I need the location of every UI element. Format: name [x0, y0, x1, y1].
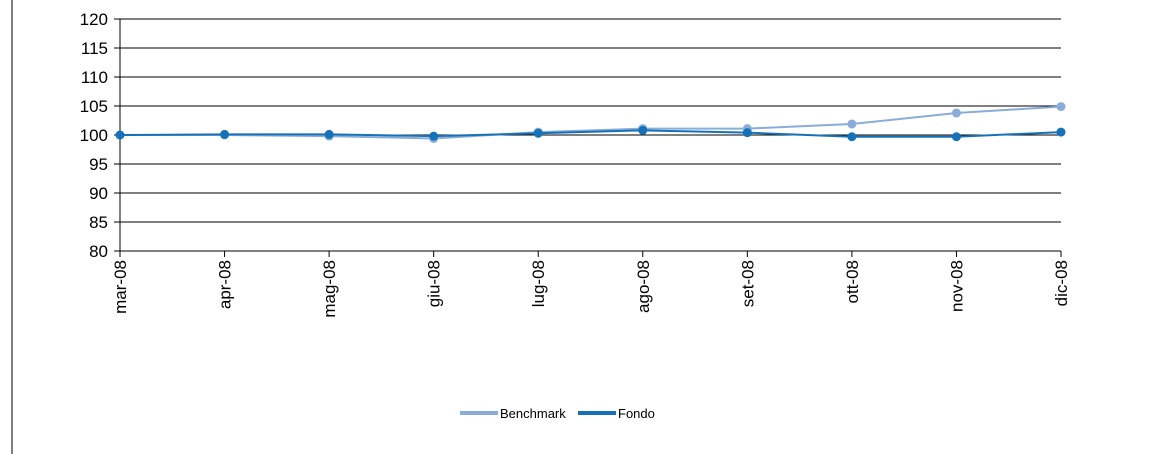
y-tick-label: 85	[89, 213, 108, 232]
y-tick-label: 105	[80, 97, 108, 116]
data-point-fondo	[1056, 127, 1066, 137]
gridlines	[120, 18, 1061, 223]
legend-label-benchmark: Benchmark	[500, 406, 566, 421]
y-tick-label: 120	[80, 10, 108, 29]
y-tick-label: 110	[81, 68, 108, 87]
x-tick-label: ago-08	[634, 260, 653, 313]
data-point-fondo	[638, 125, 648, 135]
y-tick-labels: 80 85 90 95 100 105 110 115 120	[80, 10, 108, 261]
x-tick-label: dic-08	[1052, 260, 1071, 306]
y-tick-label: 80	[89, 242, 108, 261]
y-tick-label: 100	[80, 126, 108, 145]
data-point-fondo	[324, 129, 334, 139]
y-tick-label: 115	[81, 39, 108, 58]
legend: Benchmark Fondo	[460, 406, 655, 421]
axes	[114, 18, 1062, 257]
data-point-benchmark	[951, 108, 961, 118]
x-tick-label: apr-08	[216, 260, 235, 309]
x-tick-label: giu-08	[425, 260, 444, 307]
data-point-fondo	[533, 128, 543, 138]
x-tick-label: mar-08	[111, 260, 130, 314]
x-tick-label: set-08	[738, 260, 757, 307]
data-point-fondo	[847, 132, 857, 142]
x-tick-label: nov-08	[947, 260, 966, 312]
data-point-fondo	[742, 128, 752, 138]
data-point-benchmark	[1056, 102, 1066, 112]
legend-label-fondo: Fondo	[618, 406, 655, 421]
series-line-benchmark	[120, 105, 1062, 140]
x-tick-label: mag-08	[320, 260, 339, 318]
data-point-fondo	[951, 132, 961, 142]
x-tick-label: ott-08	[843, 260, 862, 303]
data-point-benchmark	[847, 119, 857, 129]
data-point-fondo	[115, 130, 125, 140]
y-tick-label: 90	[89, 184, 108, 203]
data-point-fondo	[220, 129, 230, 139]
x-tick-labels: mar-08 apr-08 mag-08 giu-08 lug-08 ago-08 set-…	[111, 260, 1071, 318]
y-tick-label: 95	[89, 155, 108, 174]
series-line-fondo	[119, 129, 1062, 138]
series-layer	[115, 102, 1066, 143]
x-tick-label: lug-08	[529, 260, 548, 307]
data-point-fondo	[429, 131, 439, 141]
